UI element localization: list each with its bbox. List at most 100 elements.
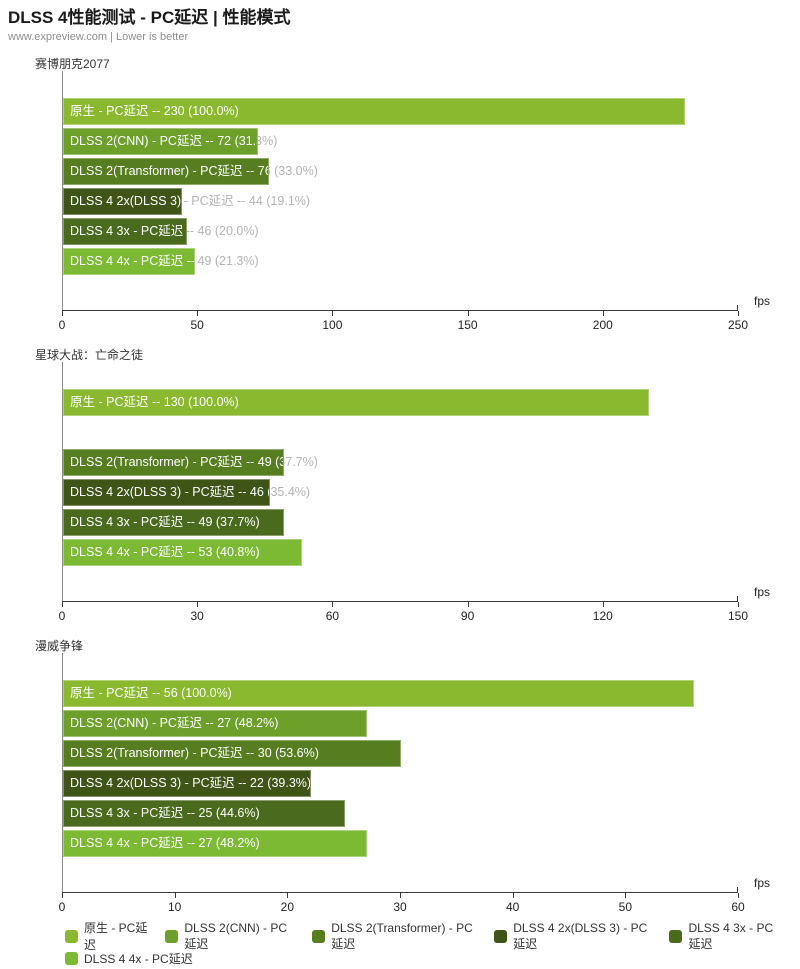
bar-row: DLSS 4 3x - PC延迟 -- 49 (37.7%)DLSS 4 3x … xyxy=(63,509,739,539)
legend-item: DLSS 4 2x(DLSS 3) - PC延迟 xyxy=(494,921,654,952)
axis-tick-label: 200 xyxy=(592,318,613,332)
axis-tick xyxy=(287,893,289,898)
bar: DLSS 4 4x - PC延迟 -- 53 (40.8%) xyxy=(63,539,302,566)
bar-row: DLSS 4 3x - PC延迟 -- 46 (20.0%)DLSS 4 3x … xyxy=(63,218,739,248)
bar: DLSS 4 4x - PC延迟 -- 27 (48.2%) xyxy=(63,830,368,857)
bar: DLSS 4 2x(DLSS 3) - PC延迟 -- 46 (35.4%) xyxy=(63,479,271,506)
plot-area: 原生 - PC延迟 -- 56 (100.0%)原生 - PC延迟 -- 56 … xyxy=(62,653,739,892)
legend-item: DLSS 2(CNN) - PC延迟 xyxy=(165,921,297,952)
bar-row: DLSS 4 2x(DLSS 3) - PC延迟 -- 44 (19.1%) DL… xyxy=(63,188,739,218)
bar: DLSS 2(CNN) - PC延迟 -- 27 (48.2%) xyxy=(63,710,368,737)
axis-tick-label: 60 xyxy=(325,609,340,623)
bar-label-inside: DLSS 4 3x - PC延迟 -- 25 (44.6%) xyxy=(70,806,260,820)
bar-row: DLSS 4 4x - PC延迟 -- 49 (21.3%)DLSS 4 4x … xyxy=(63,248,739,278)
axis-end-tick xyxy=(737,596,738,602)
bar-label-inside: DLSS 2(Transformer) - PC延迟 -- 30 (53.6%) xyxy=(70,746,319,760)
axis-tick xyxy=(738,602,739,607)
bar-label-inside: DLSS 2(Transformer) - PC延迟 -- 49 (37.7%) xyxy=(70,455,283,469)
legend-label: DLSS 4 3x - PC延迟 xyxy=(688,920,774,951)
legend-item: DLSS 4 3x - PC延迟 xyxy=(669,921,785,952)
axis-tick xyxy=(197,602,199,607)
axis-tick xyxy=(467,311,469,316)
chart-title: 漫威争锋 xyxy=(35,639,84,653)
bar-row: DLSS 2(CNN) - PC延迟 -- 72 (31.3%)DLSS 2(C… xyxy=(63,128,739,158)
legend-swatch xyxy=(65,929,78,943)
x-axis: 0 10 20 30 40 50 60 fps xyxy=(58,876,770,917)
axis-tick-label: 60 xyxy=(731,900,745,914)
bar: DLSS 2(Transformer) - PC延迟 -- 30 (53.6%) xyxy=(63,740,401,767)
x-axis: 0 50 100 150 200 250 fps xyxy=(59,294,770,335)
axis-tick xyxy=(467,602,469,607)
axis-tick xyxy=(625,893,627,898)
axis-end-tick xyxy=(737,305,738,311)
axis-tick xyxy=(62,602,63,607)
bar-row: 原生 - PC延迟 -- 230 (100.0%)原生 - PC延迟 -- 23… xyxy=(63,98,739,128)
axis-tick-label: 250 xyxy=(727,318,749,332)
axis-tick xyxy=(602,602,604,607)
axis-tick-label: 90 xyxy=(460,609,475,623)
legend-swatch xyxy=(65,951,78,965)
axis-tick-label: 40 xyxy=(505,900,520,914)
axis-tick-label: 150 xyxy=(727,609,749,623)
legend-label: DLSS 4 2x(DLSS 3) - PC延迟 xyxy=(513,920,648,951)
axis-tick xyxy=(332,602,334,607)
bar-label-inside: 原生 - PC延迟 -- 230 (100.0%) xyxy=(70,104,239,118)
bar-row: DLSS 4 2x(DLSS 3) - PC延迟 -- 46 (35.4%)DL… xyxy=(63,479,739,509)
axis-tick-label: 10 xyxy=(167,900,182,914)
bar-row: DLSS 4 4x - PC延迟 -- 27 (48.2%)DLSS 4 4x … xyxy=(63,830,739,860)
bar-label-inside: 原生 - PC延迟 -- 56 (100.0%) xyxy=(70,686,232,700)
legend-label: DLSS 4 4x - PC延迟 xyxy=(84,951,193,966)
axis-unit-label: fps xyxy=(753,294,770,308)
bar-row: DLSS 4 4x - PC延迟 -- 53 (40.8%)DLSS 4 4x … xyxy=(63,539,739,569)
axis-tick-label: 20 xyxy=(280,900,295,914)
axis-tick xyxy=(332,311,334,316)
axis-tick-label: 30 xyxy=(393,900,407,914)
legend-row: 原生 - PC延迟 DLSS 2(CNN) - PC延迟 DLSS 2(Transf… xyxy=(65,921,800,952)
legend-swatch xyxy=(165,929,179,943)
axis-tick xyxy=(400,893,401,898)
legend-label: DLSS 2(Transformer) - PC延迟 xyxy=(331,920,473,951)
bar: DLSS 4 4x - PC延迟 -- 49 (21.3%) xyxy=(63,248,196,275)
bar-row: DLSS 4 3x - PC延迟 -- 25 (44.6%)DLSS 4 3x … xyxy=(63,800,739,830)
chart-legend: 原生 - PC延迟 DLSS 2(CNN) - PC延迟 DLSS 2(Transf… xyxy=(65,921,800,969)
axis-tick xyxy=(62,311,63,316)
bar: 原生 - PC延迟 -- 230 (100.0%) xyxy=(63,98,685,125)
chart-title: 赛博朋克2077 xyxy=(35,57,110,71)
axis-tick-label: 0 xyxy=(58,609,66,623)
plot-area: 原生 - PC延迟 -- 230 (100.0%)原生 - PC延迟 -- 23… xyxy=(62,71,739,310)
bar: DLSS 4 2x(DLSS 3) - PC延迟 -- 44 (19.1%) xyxy=(63,188,182,215)
legend-item: DLSS 2(Transformer) - PC延迟 xyxy=(312,921,479,952)
axis-tick xyxy=(197,311,199,316)
axis-unit-label: fps xyxy=(753,876,770,890)
bar-label-inside: DLSS 4 2x(DLSS 3) - PC延迟 -- 22 (39.3%) xyxy=(70,776,311,790)
axis-tick xyxy=(174,893,176,898)
axis-tick xyxy=(62,893,63,898)
legend-item: DLSS 4 4x - PC延迟 xyxy=(65,950,193,967)
axis-tick-label: 100 xyxy=(322,318,343,332)
legend-swatch xyxy=(669,929,683,943)
bar-row: DLSS 2(CNN) - PC延迟 -- 27 (48.2%)DLSS 2(C… xyxy=(63,710,739,740)
axis-tick xyxy=(602,311,604,316)
legend-swatch xyxy=(312,929,326,943)
bar-row: DLSS 2(Transformer) - PC延迟 -- 30 (53.6%)… xyxy=(63,740,739,770)
bar: DLSS 4 2x(DLSS 3) - PC延迟 -- 22 (39.3%) xyxy=(63,770,311,797)
axis-tick xyxy=(738,311,739,316)
plot-area: 原生 - PC延迟 -- 130 (100.0%)原生 - PC延迟 -- 13… xyxy=(62,362,739,601)
axis-tick-label: 0 xyxy=(58,900,66,914)
legend-item: 原生 - PC延迟 xyxy=(65,919,150,953)
bar-label-inside: DLSS 4 2x(DLSS 3) - PC延迟 -- 46 (35.4%) xyxy=(70,485,269,499)
bar-label-inside: DLSS 2(CNN) - PC延迟 -- 72 (31.3%) xyxy=(70,134,258,148)
bar-row: DLSS 2(Transformer) - PC延迟 -- 76 (33.0%)… xyxy=(63,158,739,188)
legend-swatch xyxy=(494,929,508,943)
axis-tick xyxy=(738,893,739,898)
axis-tick xyxy=(512,893,514,898)
legend-label: DLSS 2(CNN) - PC延迟 xyxy=(184,920,288,951)
bar: DLSS 4 3x - PC延迟 -- 25 (44.6%) xyxy=(63,800,345,827)
page-subtitle: www.expreview.com | Lower is better xyxy=(8,31,189,43)
axis-tick-label: 30 xyxy=(190,609,204,623)
axis-tick-label: 50 xyxy=(190,318,204,332)
bar: DLSS 2(CNN) - PC延迟 -- 72 (31.3%) xyxy=(63,128,258,155)
bar-row: DLSS 4 2x(DLSS 3) - PC延迟 -- 22 (39.3%)DL… xyxy=(63,770,739,800)
chart-1: 赛博朋克2077 原生 - PC延迟 -- 230 (100.0%)原生 - PC… xyxy=(0,57,800,335)
